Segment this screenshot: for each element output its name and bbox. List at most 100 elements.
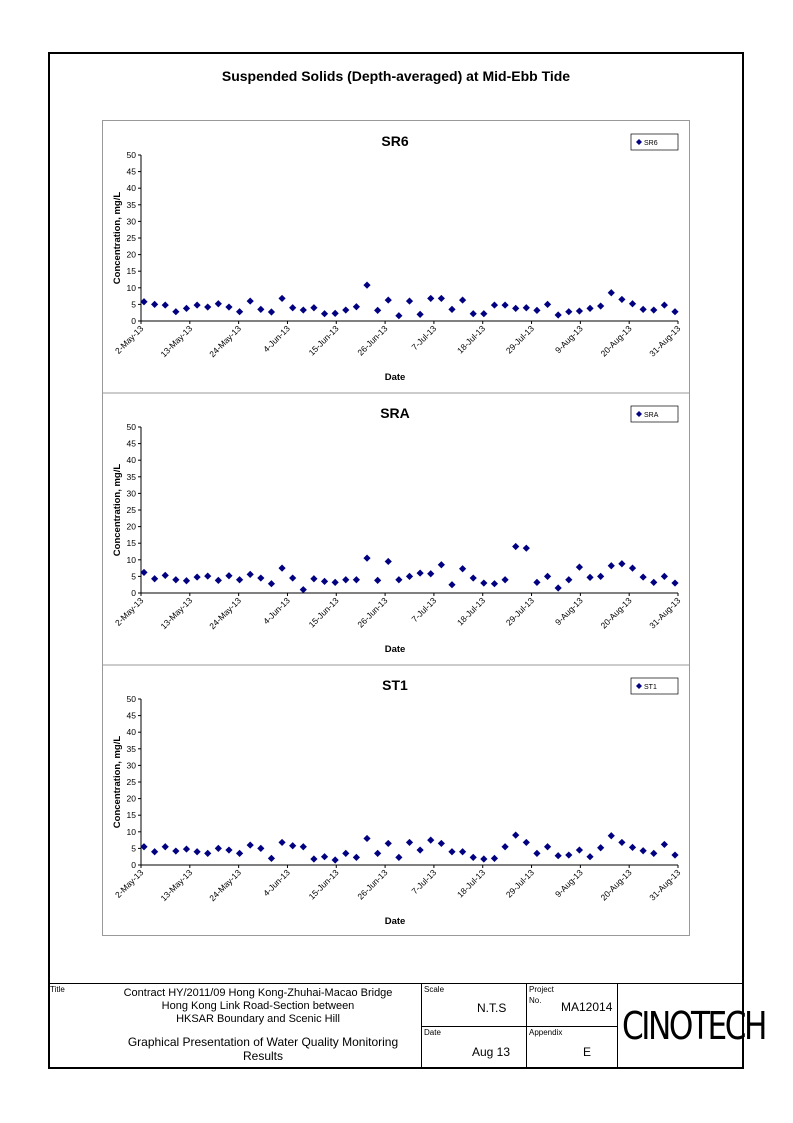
legend-label: SRA — [644, 412, 659, 419]
data-point — [257, 574, 265, 582]
data-point — [151, 575, 159, 583]
data-point — [607, 832, 615, 840]
data-point — [437, 839, 445, 848]
data-point — [490, 854, 499, 862]
data-point — [586, 573, 594, 581]
x-tick-label: 2-May-13 — [113, 867, 146, 900]
data-point — [480, 579, 488, 587]
data-point — [172, 847, 180, 855]
data-point — [299, 843, 307, 851]
cinotech-logo: CINOTECH — [622, 1004, 767, 1048]
x-tick-label: 9-Aug-13 — [553, 867, 585, 899]
x-tick-label: 26-Jun-13 — [355, 595, 389, 629]
subtitle-line-2: Results — [242, 1049, 283, 1063]
data-point — [267, 854, 276, 862]
data-point — [384, 839, 392, 848]
subtitle-line-1: Graphical Presentation of Water Quality … — [127, 1035, 399, 1049]
data-point — [650, 306, 658, 314]
data-point — [469, 574, 477, 582]
data-point — [628, 300, 637, 308]
data-point — [437, 561, 445, 569]
x-tick-label: 9-Aug-13 — [553, 595, 585, 627]
data-point — [618, 838, 626, 847]
y-tick-label: 10 — [127, 283, 137, 293]
title-line-2: Hong Kong Link Road-Section between — [161, 1000, 355, 1012]
data-point — [427, 836, 435, 844]
data-point — [331, 856, 339, 864]
data-point — [639, 847, 647, 855]
legend-label: ST1 — [644, 684, 657, 691]
y-tick-label: 35 — [127, 744, 137, 754]
data-point — [650, 578, 658, 586]
data-point — [448, 581, 456, 589]
y-tick-label: 40 — [127, 727, 137, 737]
page-title: Suspended Solids (Depth-averaged) at Mid… — [221, 68, 571, 84]
y-tick-label: 15 — [127, 810, 137, 820]
data-point — [565, 576, 573, 584]
data-point — [320, 310, 329, 318]
data-point — [363, 834, 371, 843]
y-axis-label: Concentration, mg/L — [112, 192, 123, 285]
data-point — [416, 310, 424, 318]
data-point — [374, 849, 382, 857]
data-point — [257, 305, 265, 313]
data-point — [490, 301, 499, 309]
y-tick-label: 0 — [131, 316, 136, 326]
data-point — [299, 586, 307, 594]
x-tick-label: 24-May-13 — [207, 595, 243, 631]
data-point — [225, 846, 233, 854]
data-point — [597, 302, 605, 310]
data-point — [671, 579, 679, 587]
data-point — [363, 281, 371, 289]
data-point — [352, 576, 360, 584]
y-tick-label: 40 — [127, 183, 137, 193]
data-point — [618, 295, 626, 304]
data-point — [310, 855, 318, 863]
data-point — [671, 851, 679, 859]
legend-box — [630, 677, 679, 695]
data-point — [182, 845, 191, 853]
x-tick-label: 18-Jul-13 — [455, 867, 487, 899]
y-tick-label: 50 — [127, 694, 137, 704]
y-tick-label: 5 — [131, 571, 136, 581]
data-point — [204, 572, 212, 580]
x-tick-label: 13-May-13 — [158, 323, 194, 359]
data-point — [501, 843, 509, 851]
x-tick-label: 26-Jun-13 — [355, 323, 389, 357]
data-point — [490, 580, 499, 588]
data-point — [384, 557, 392, 566]
legend-label: SR6 — [644, 140, 658, 147]
data-point — [214, 300, 222, 308]
legend-marker — [636, 683, 642, 689]
logo-cell: CINOTECH — [617, 983, 767, 1069]
data-point — [607, 289, 615, 297]
x-tick-label: 13-May-13 — [158, 867, 194, 903]
data-point — [151, 848, 159, 856]
data-point — [586, 853, 594, 861]
y-axis-label: Concentration, mg/L — [112, 736, 123, 829]
x-tick-label: 9-Aug-13 — [553, 323, 585, 355]
title-cell: Title Contract HY/2011/09 Hong Kong-Zhuh… — [48, 983, 422, 1069]
data-point — [575, 563, 584, 571]
x-tick-label: 29-Jul-13 — [504, 595, 536, 627]
project-label: Project — [529, 985, 554, 994]
x-axis-label: Date — [385, 372, 406, 383]
data-point — [278, 838, 286, 847]
y-tick-label: 10 — [127, 827, 137, 837]
data-point — [310, 575, 318, 583]
x-tick-label: 29-Jul-13 — [504, 323, 536, 355]
data-point — [246, 570, 254, 579]
data-point — [554, 852, 562, 860]
chart-title: SRA — [380, 405, 410, 421]
data-point — [289, 842, 297, 850]
y-tick-label: 20 — [127, 522, 137, 532]
data-point — [469, 853, 477, 861]
title-text: Contract HY/2011/09 Hong Kong-Zhuhai-Mac… — [94, 987, 422, 1026]
data-point — [405, 572, 414, 580]
data-point — [533, 578, 541, 586]
data-point — [235, 576, 244, 584]
data-point — [459, 565, 467, 573]
y-tick-label: 30 — [127, 760, 137, 770]
data-point — [459, 848, 467, 856]
project-cell: Project No. MA12014 — [526, 983, 618, 1027]
